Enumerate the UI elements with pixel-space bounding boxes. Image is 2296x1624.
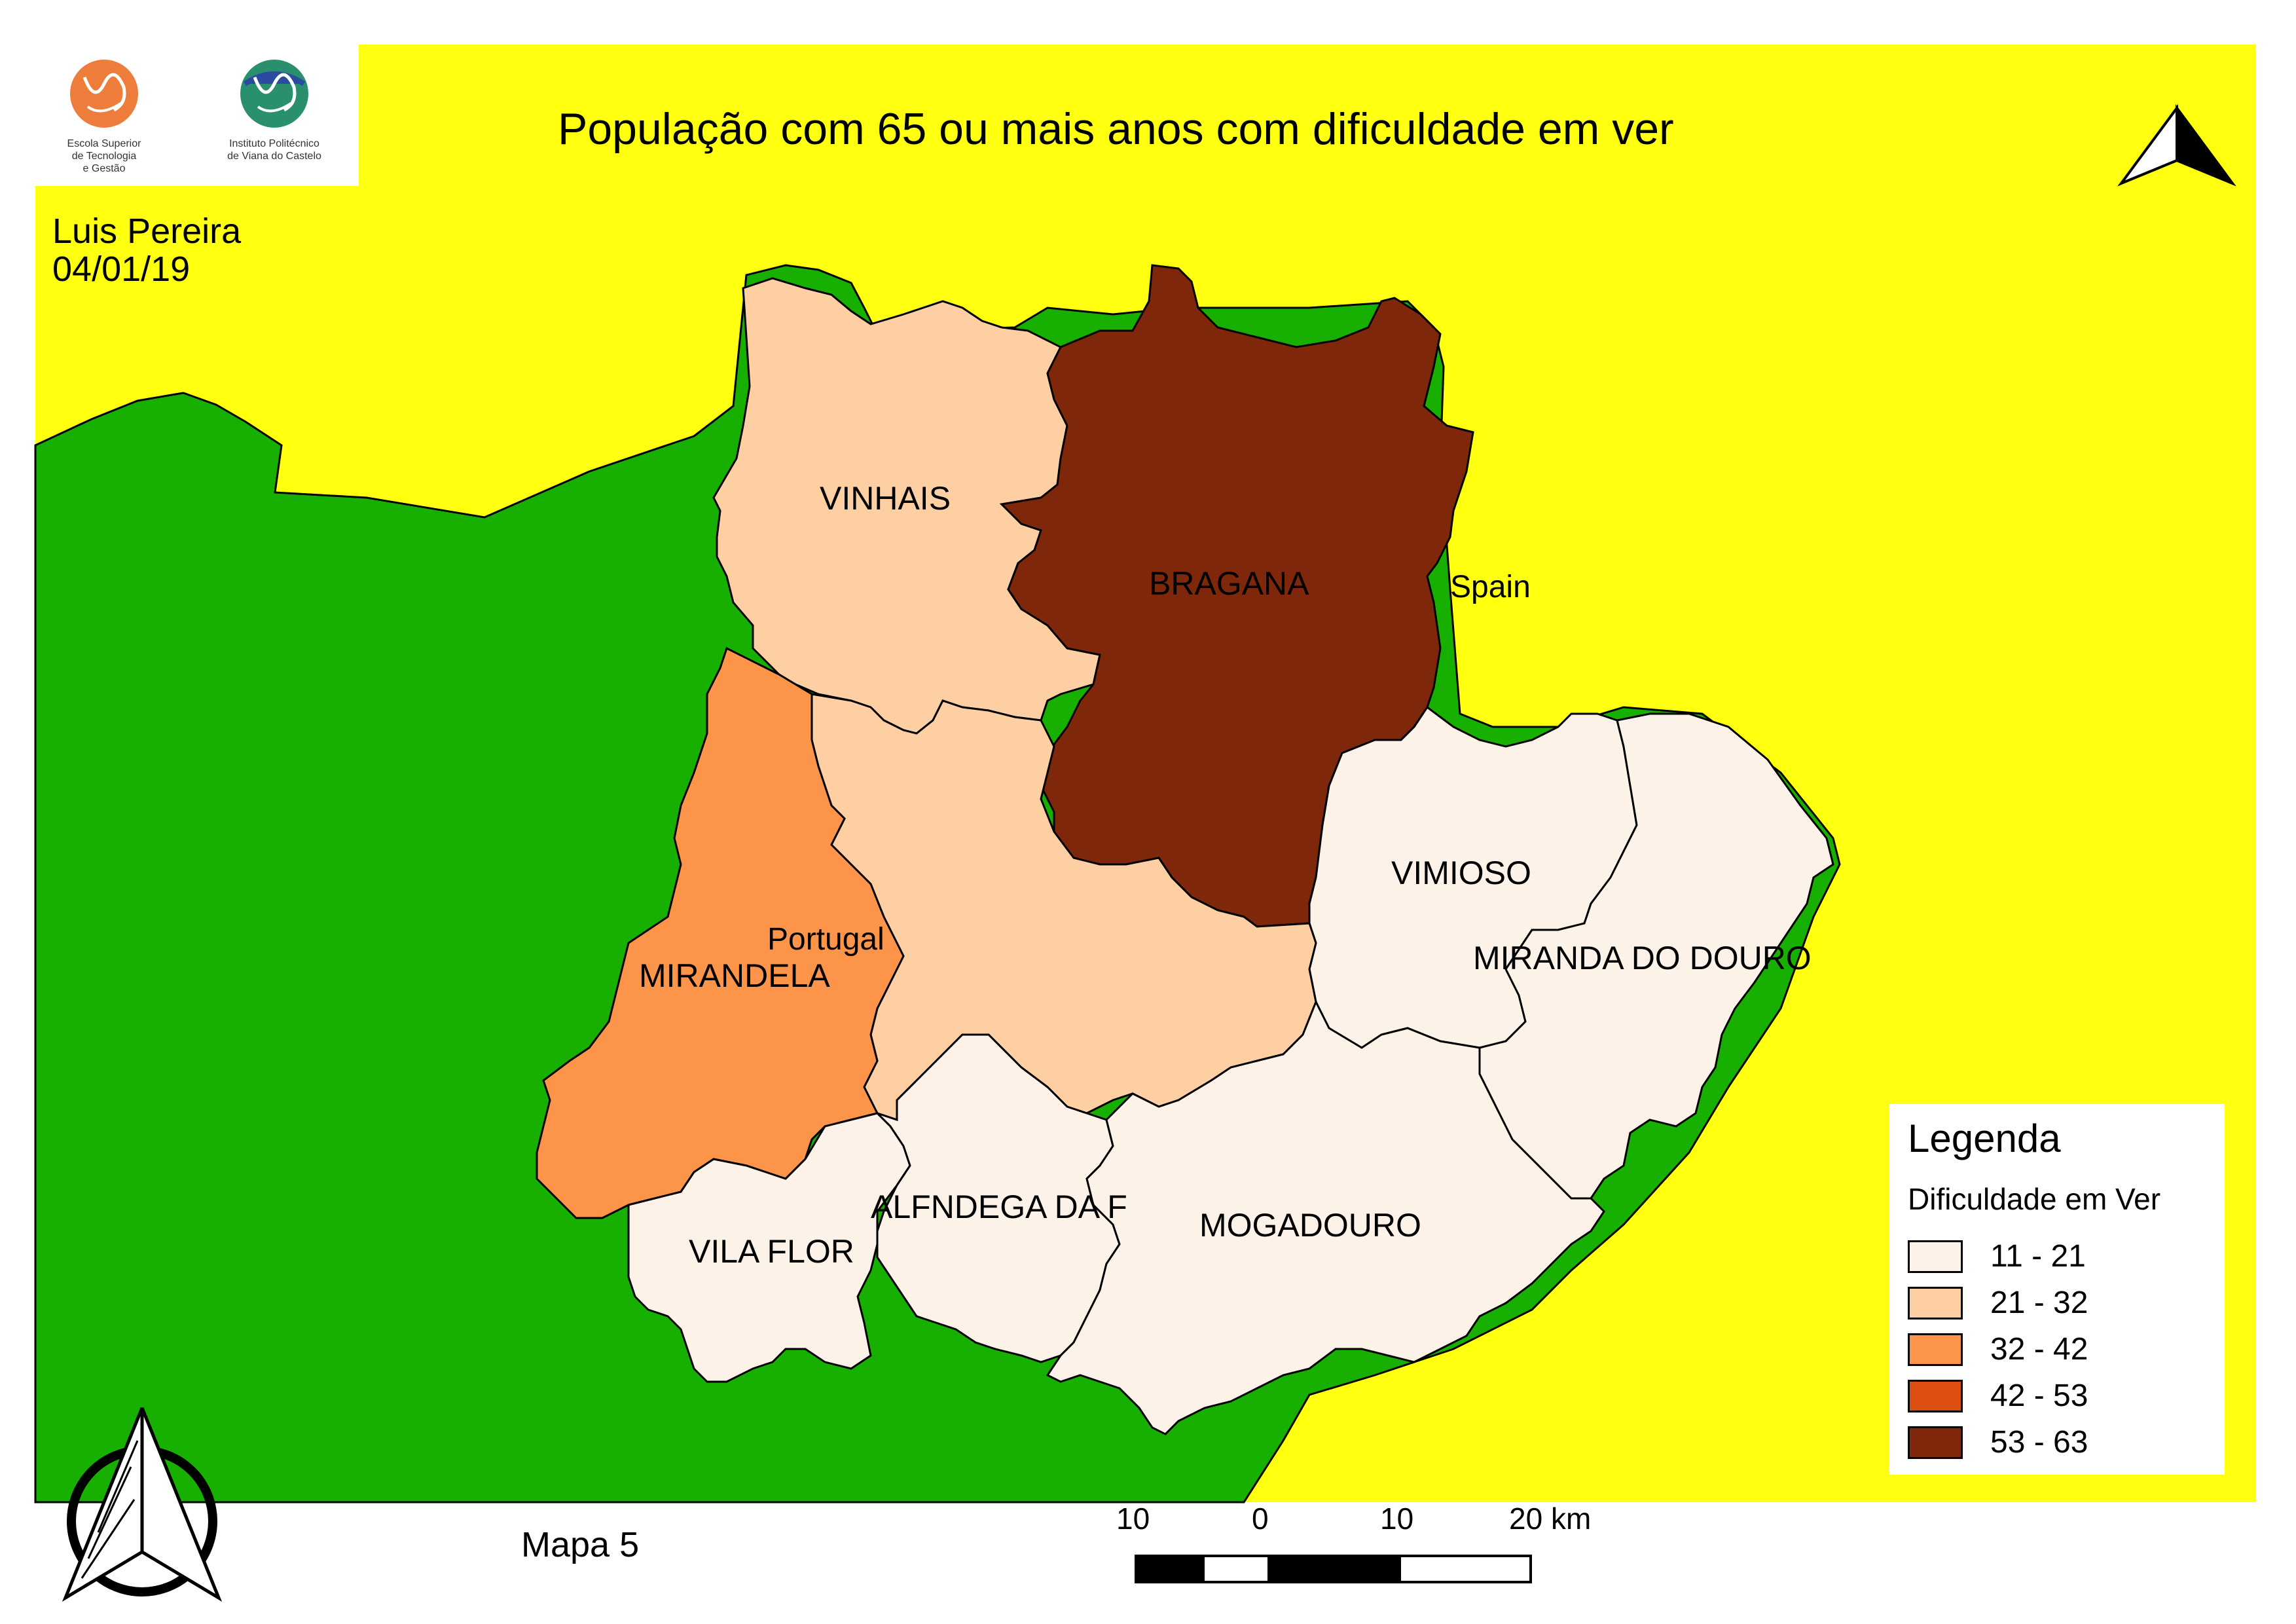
legend-subtitle: Dificuldade em Ver (1908, 1182, 2161, 1216)
legend-item-label: 11 - 21 (1990, 1239, 2086, 1274)
scale-label: 20 km (1509, 1502, 1592, 1536)
legend-item-label: 53 - 63 (1990, 1425, 2088, 1460)
institute-logo-icon (240, 60, 308, 128)
municipality-mogadouro (1046, 999, 1605, 1435)
label-bragana: BRAGANA (1149, 565, 1309, 602)
legend-swatch (1908, 1287, 1963, 1320)
legend-item: 11 - 21 (1908, 1240, 2209, 1273)
label-miranda-do-douro: MIRANDA DO DOURO (1473, 940, 1812, 976)
legend-swatch (1908, 1333, 1963, 1366)
scale-label: 0 (1252, 1502, 1269, 1536)
label-mogadouro: MOGADOURO (1199, 1207, 1421, 1244)
scale-label: 10 (1380, 1502, 1414, 1536)
municipality-vila-flor (627, 1112, 911, 1383)
label-spain: Spain (1450, 570, 1531, 604)
legend-item-label: 42 - 53 (1990, 1378, 2088, 1413)
map-date: 04/01/19 (52, 249, 191, 289)
school-logo-icon (70, 60, 138, 128)
map-title: População com 65 ou mais anos com dificu… (558, 104, 1674, 154)
legend-swatch (1908, 1426, 1963, 1459)
school-logo-caption: Escola Superior de Tecnologia e Gestão (67, 138, 141, 174)
logo-panel: Escola Superior de Tecnologia e Gestão I… (35, 45, 359, 186)
legend-item: 42 - 53 (1908, 1380, 2209, 1412)
institute-logo-caption: Instituto Politécnico de Viana do Castel… (227, 138, 321, 162)
legend-item-label: 21 - 32 (1990, 1285, 2088, 1320)
legend: Legenda Dificuldade em Ver 11 - 21 21 - … (1889, 1104, 2225, 1475)
north-arrow-icon (2117, 103, 2236, 187)
legend-swatch (1908, 1380, 1963, 1412)
legend-swatch (1908, 1240, 1963, 1273)
legend-item: 21 - 32 (1908, 1287, 2209, 1320)
compass-rose-icon (62, 1407, 223, 1602)
label-vinhais: VINHAIS (820, 480, 951, 517)
map-number: Mapa 5 (521, 1525, 640, 1564)
legend-title: Legenda (1908, 1116, 2061, 1160)
legend-item: 53 - 63 (1908, 1426, 2209, 1459)
legend-item-label: 32 - 42 (1990, 1332, 2088, 1367)
label-alfndega-da-f: ALFNDEGA DA F (871, 1189, 1127, 1225)
legend-item: 32 - 42 (1908, 1333, 2209, 1366)
label-vimioso: VIMIOSO (1391, 855, 1531, 891)
label-vila-flor: VILA FLOR (689, 1233, 854, 1270)
label-portugal: Portugal (767, 922, 884, 957)
scale-bar (1135, 1555, 1532, 1583)
scale-label: 10 (1116, 1502, 1150, 1536)
author-name: Luis Pereira (52, 212, 242, 251)
label-mirandela: MIRANDELA (639, 957, 830, 994)
